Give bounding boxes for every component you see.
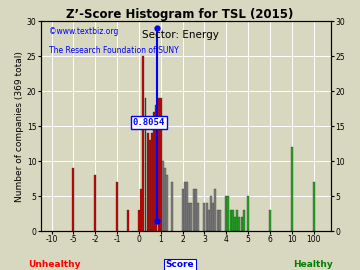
Text: Z’-Score Histogram for TSL (2015): Z’-Score Histogram for TSL (2015) xyxy=(66,8,294,21)
Bar xyxy=(208,210,210,231)
Bar xyxy=(184,182,186,231)
Bar xyxy=(238,217,240,231)
Bar xyxy=(228,196,229,231)
Bar xyxy=(186,182,188,231)
Bar xyxy=(127,210,129,231)
Bar xyxy=(144,98,147,231)
Bar xyxy=(312,182,315,231)
Bar xyxy=(219,210,221,231)
Bar xyxy=(182,189,184,231)
Text: Unhealthy: Unhealthy xyxy=(28,260,80,269)
Bar xyxy=(247,196,249,231)
Bar xyxy=(243,210,245,231)
Bar xyxy=(210,196,212,231)
Bar xyxy=(162,161,164,231)
Bar xyxy=(269,210,271,231)
Bar xyxy=(72,168,75,231)
Bar xyxy=(140,189,142,231)
Bar xyxy=(156,105,157,231)
Bar xyxy=(195,189,197,231)
Text: Sector: Energy: Sector: Energy xyxy=(141,30,219,40)
Bar xyxy=(206,203,208,231)
Bar xyxy=(217,210,219,231)
Bar xyxy=(230,210,231,231)
Bar xyxy=(171,182,173,231)
Bar xyxy=(193,189,194,231)
Text: 0.8054: 0.8054 xyxy=(133,118,165,127)
Text: The Research Foundation of SUNY: The Research Foundation of SUNY xyxy=(49,46,179,55)
Bar xyxy=(236,210,238,231)
Bar xyxy=(160,98,162,231)
Bar xyxy=(197,203,199,231)
Bar xyxy=(138,210,140,231)
Bar xyxy=(232,210,234,231)
Bar xyxy=(147,133,149,231)
Bar xyxy=(225,196,227,231)
Text: Healthy: Healthy xyxy=(293,260,333,269)
Text: Score: Score xyxy=(166,260,194,269)
Bar xyxy=(215,189,216,231)
Bar xyxy=(190,203,192,231)
Bar xyxy=(166,175,168,231)
Bar xyxy=(94,175,96,231)
Bar xyxy=(203,203,206,231)
Text: ©www.textbiz.org: ©www.textbiz.org xyxy=(49,28,119,36)
Bar xyxy=(291,147,293,231)
Bar xyxy=(164,168,166,231)
Bar xyxy=(158,98,159,231)
Bar xyxy=(116,182,118,231)
Bar xyxy=(240,217,243,231)
Bar xyxy=(151,133,153,231)
Bar xyxy=(212,203,214,231)
Bar xyxy=(234,217,236,231)
Bar xyxy=(188,203,190,231)
Bar xyxy=(149,140,151,231)
Y-axis label: Number of companies (369 total): Number of companies (369 total) xyxy=(15,51,24,201)
Bar xyxy=(142,56,144,231)
Bar xyxy=(153,112,155,231)
